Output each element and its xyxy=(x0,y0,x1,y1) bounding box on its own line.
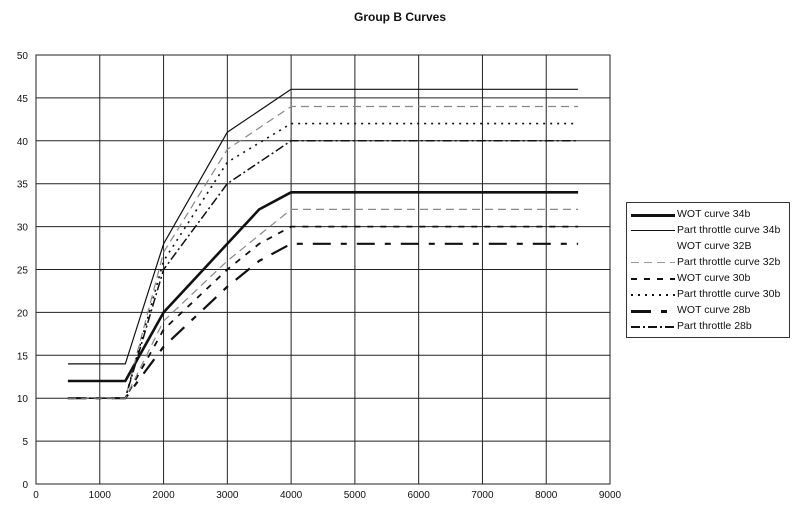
series-line-part-throttle-curve-32b-lower- xyxy=(67,208,579,399)
series-line-part-throttle-curve-30b xyxy=(67,122,579,400)
series-line-part-throttle-28b xyxy=(67,140,579,399)
x-tick-label: 2000 xyxy=(152,490,175,501)
y-tick-label: 0 xyxy=(22,480,28,491)
legend-label: Part throttle curve 34b xyxy=(677,224,781,236)
series-line-part-throttle-curve-32b xyxy=(67,105,579,399)
y-tick-label: 20 xyxy=(17,308,29,319)
legend-label: WOT curve 32B xyxy=(677,240,752,252)
legend-label: Part throttle curve 32b xyxy=(677,256,781,268)
legend-label: WOT curve 30b xyxy=(677,272,751,284)
series-line-part-throttle-curve-34b xyxy=(67,88,579,365)
legend-swatch-light-dashed xyxy=(631,262,675,263)
y-tick-label: 25 xyxy=(17,266,29,277)
legend-item: WOT curve 34b xyxy=(627,207,789,223)
x-tick-label: 3000 xyxy=(216,490,239,501)
legend-swatch-dash-dot xyxy=(631,326,675,328)
legend-swatch-thin-solid xyxy=(631,230,675,231)
legend-item: Part throttle curve 34b xyxy=(627,223,789,239)
y-tick-label: 45 xyxy=(17,94,29,105)
x-tick-label: 7000 xyxy=(471,490,494,501)
legend-label: Part throttle curve 30b xyxy=(677,288,781,300)
x-tick-label: 8000 xyxy=(535,490,558,501)
legend-item: WOT curve 28b xyxy=(627,303,789,319)
x-tick-label: 6000 xyxy=(408,490,431,501)
legend-item: WOT curve 30b xyxy=(627,271,789,287)
legend-swatch-dotted xyxy=(631,294,675,296)
x-tick-label: 5000 xyxy=(344,490,367,501)
series-line-wot-curve-28b xyxy=(67,242,579,400)
legend-item: Part throttle 28b xyxy=(627,319,789,335)
legend-item: Part throttle curve 32b xyxy=(627,255,789,271)
legend: WOT curve 34b Part throttle curve 34b WO… xyxy=(626,202,790,338)
legend-swatch-long-dash xyxy=(631,310,675,313)
legend-item: WOT curve 32B xyxy=(627,239,789,255)
x-tick-label: 1000 xyxy=(89,490,112,501)
legend-swatch-invisible xyxy=(631,246,675,248)
series-line-wot-curve-34b xyxy=(67,191,579,383)
y-tick-label: 35 xyxy=(17,180,29,191)
legend-swatch-dashed xyxy=(631,278,675,280)
x-tick-label: 9000 xyxy=(599,490,622,501)
x-tick-label: 4000 xyxy=(280,490,303,501)
legend-swatch-thick-solid xyxy=(631,214,675,217)
legend-label: Part throttle 28b xyxy=(677,320,752,332)
legend-item: Part throttle curve 30b xyxy=(627,287,789,303)
plot-border xyxy=(35,54,611,485)
y-tick-label: 15 xyxy=(17,351,29,362)
chart-title: Group B Curves xyxy=(353,10,446,24)
y-tick-label: 50 xyxy=(17,51,29,62)
legend-label: WOT curve 28b xyxy=(677,304,751,316)
y-tick-label: 40 xyxy=(17,137,29,148)
y-tick-label: 5 xyxy=(22,437,28,448)
y-tick-label: 10 xyxy=(17,394,29,405)
x-tick-label: 0 xyxy=(33,490,39,501)
legend-label: WOT curve 34b xyxy=(677,208,751,220)
y-tick-label: 30 xyxy=(17,223,29,234)
